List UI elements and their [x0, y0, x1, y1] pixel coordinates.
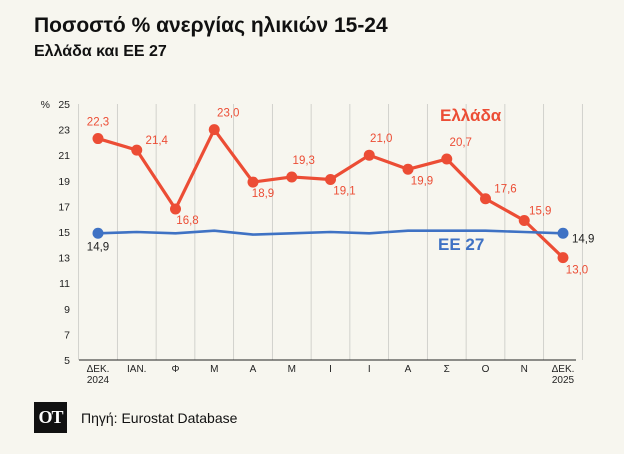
greece-point [325, 174, 336, 186]
x-tick-label: Μ [210, 364, 218, 375]
x-tick-label: Μ [288, 364, 296, 375]
greece-point [480, 193, 491, 205]
eu27-point [557, 227, 569, 239]
greece-data-label: 20,7 [450, 137, 472, 149]
y-tick-label: 5 [64, 355, 70, 367]
greece-data-label: 22,3 [87, 117, 109, 129]
greece-data-label: 13,0 [566, 265, 588, 277]
y-unit-label: % [41, 99, 50, 111]
greece-data-label: 19,3 [293, 155, 315, 167]
x-tick-label: ΙΑΝ. [127, 364, 146, 375]
y-tick-label: 17 [58, 201, 70, 213]
greece-point [170, 203, 181, 215]
greece-data-label: 19,9 [411, 175, 433, 187]
greece-point [131, 144, 143, 156]
greece-point [441, 153, 453, 165]
y-tick-label: 11 [59, 278, 70, 290]
y-tick-label: 19 [58, 176, 70, 188]
greece-data-label: 16,8 [176, 215, 198, 227]
x-tick-label: ΔΕΚ. [552, 364, 575, 375]
x-tick-label: 2025 [552, 375, 575, 386]
greece-data-label: 19,1 [333, 186, 355, 198]
series-label-greece: Ελλάδα [440, 106, 502, 125]
y-tick-label: 25 [58, 99, 70, 111]
series-label-eu27: ΕΕ 27 [438, 235, 484, 254]
x-tick-label: Ι [329, 364, 332, 375]
greece-point [557, 252, 569, 264]
y-tick-label: 15 [58, 227, 70, 239]
eu27-data-label: 14,9 [87, 241, 109, 253]
series-line-greece [97, 128, 565, 259]
series-line-eu27 [97, 229, 564, 236]
x-tick-label: ΔΕΚ. [87, 364, 110, 375]
x-tick-label: Α [405, 364, 412, 375]
y-tick-label: 7 [64, 329, 70, 341]
greece-data-label: 18,9 [252, 188, 274, 200]
y-tick-label: 9 [64, 304, 70, 316]
greece-point [363, 149, 375, 161]
greece-point [402, 163, 414, 175]
x-tick-label: Σ [444, 364, 450, 375]
greece-data-label: 21,4 [146, 135, 169, 147]
y-tick-label: 21 [58, 150, 70, 162]
eu27-data-label: 14,9 [572, 233, 594, 245]
eu27-point [92, 227, 104, 239]
chart-subtitle: Ελλάδα και ΕΕ 27 [34, 43, 167, 60]
greece-point [286, 171, 298, 183]
greece-point [92, 133, 104, 145]
x-tick-label: Α [250, 364, 257, 375]
ot-logo: ΟΤ [34, 402, 67, 433]
greece-data-label: 15,9 [529, 205, 551, 217]
y-tick-label: 13 [58, 253, 70, 265]
greece-data-label: 23,0 [217, 108, 239, 120]
greece-data-label: 17,6 [494, 184, 516, 196]
x-tick-label: 2024 [87, 375, 110, 386]
source-note: Πηγή: Eurostat Database [81, 410, 238, 426]
x-tick-label: Ο [482, 364, 490, 375]
chart-title: Ποσοστό % ανεργίας ηλικιών 15-24 [34, 14, 388, 37]
greece-data-label: 21,0 [370, 133, 392, 145]
y-tick-label: 23 [58, 125, 70, 137]
greece-point [208, 124, 220, 136]
x-tick-label: Ν [521, 364, 528, 375]
greece-point [518, 214, 530, 226]
greece-point [247, 176, 259, 188]
x-tick-label: Ι [368, 364, 371, 375]
x-tick-label: Φ [172, 364, 180, 375]
